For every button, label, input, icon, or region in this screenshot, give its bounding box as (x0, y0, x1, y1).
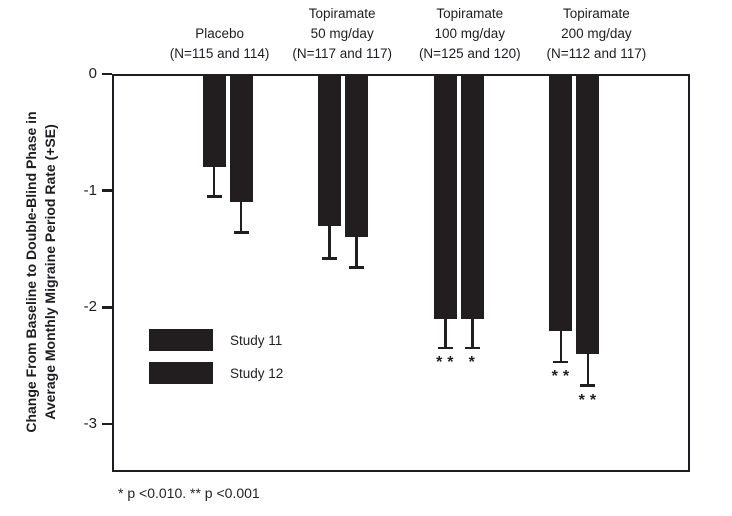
bar-study-12-topiramate-100 (460, 74, 484, 320)
bar-study-12-placebo (229, 74, 253, 203)
plot-area (112, 74, 690, 472)
error-bar-cap-study-11-topiramate-100 (437, 346, 453, 350)
column-header-line: (N=125 and 120) (418, 46, 521, 61)
bar-study-11-placebo (202, 74, 226, 168)
significance-marker-study-12-topiramate-100: * (468, 354, 480, 372)
column-header-placebo: Placebo (N=115 and 114) (130, 24, 310, 64)
error-bar-line-study-11-topiramate-100 (444, 319, 447, 349)
significance-marker-study-11-topiramate-200: ** (551, 368, 575, 386)
error-bar-line-study-11-topiramate-50 (328, 225, 331, 259)
error-bar-cap-study-12-topiramate-100 (464, 346, 480, 350)
legend-label: Study 11 (230, 332, 283, 348)
y-tick-label: -1 (83, 181, 97, 199)
error-bar-line-study-12-placebo (239, 202, 243, 233)
column-header-topiramate-50: Topiramate 50 mg/day (N=117 and 117) (252, 4, 432, 64)
significance-marker-study-12-topiramate-200: ** (578, 391, 602, 409)
bar-study-12-topiramate-50 (345, 74, 369, 238)
column-header-line: Topiramate (308, 6, 376, 21)
error-bar-line-study-12-topiramate-200 (586, 354, 590, 386)
significance-marker-study-11-topiramate-100: ** (436, 354, 459, 372)
significance-footnote: * p <0.010. ** p <0.001 (118, 485, 260, 501)
column-header-line: (N=117 and 117) (292, 46, 393, 61)
y-tick-label: 0 (88, 65, 97, 83)
y-tick-label: -3 (83, 415, 97, 433)
error-bar-line-study-12-topiramate-100 (471, 319, 474, 349)
column-header-line: Topiramate (436, 6, 504, 21)
error-bar-cap-study-12-topiramate-50 (349, 266, 365, 269)
legend-swatch (149, 362, 213, 384)
error-bar-cap-study-11-topiramate-50 (322, 257, 338, 260)
legend-item-study-12: Study 12 (149, 362, 283, 384)
legend-item-study-11: Study 11 (149, 329, 283, 351)
y-tick-mark (102, 72, 112, 76)
error-bar-cap-study-11-topiramate-200 (553, 360, 569, 364)
bar-study-11-topiramate-100 (433, 74, 457, 320)
column-header-line: Placebo (195, 26, 244, 41)
column-header-line: (N=112 and 117) (546, 46, 647, 61)
legend-label: Study 12 (230, 365, 284, 381)
error-bar-line-study-11-topiramate-200 (559, 330, 563, 363)
error-bar-cap-study-11-placebo (206, 195, 222, 198)
y-tick-mark (102, 189, 112, 192)
legend: Study 11 Study 12 (149, 329, 283, 395)
column-header-line: (N=115 and 114) (169, 46, 270, 61)
bar-study-11-topiramate-200 (549, 74, 573, 331)
y-tick-mark (102, 306, 112, 309)
y-axis-title-line-1: Change From Baseline to Double-Blind Pha… (23, 111, 39, 433)
bar-study-11-topiramate-50 (318, 74, 342, 226)
y-tick-label: -2 (83, 298, 97, 316)
error-bar-cap-study-12-placebo (233, 231, 249, 234)
error-bar-line-study-11-placebo (212, 167, 216, 197)
error-bar-cap-study-12-topiramate-200 (580, 384, 596, 387)
column-header-topiramate-100: Topiramate 100 mg/day (N=125 and 120) (380, 4, 560, 64)
column-header-line: Topiramate (562, 6, 630, 21)
bar-study-12-topiramate-200 (576, 74, 600, 355)
legend-swatch (149, 329, 213, 351)
column-header-line: 100 mg/day (434, 26, 506, 41)
y-tick-mark (102, 422, 112, 426)
error-bar-line-study-12-topiramate-50 (355, 237, 358, 268)
column-header-line: 200 mg/day (561, 26, 632, 41)
column-header-line: 50 mg/day (310, 26, 374, 41)
column-header-topiramate-200: Topiramate 200 mg/day (N=112 and 117) (506, 4, 686, 64)
